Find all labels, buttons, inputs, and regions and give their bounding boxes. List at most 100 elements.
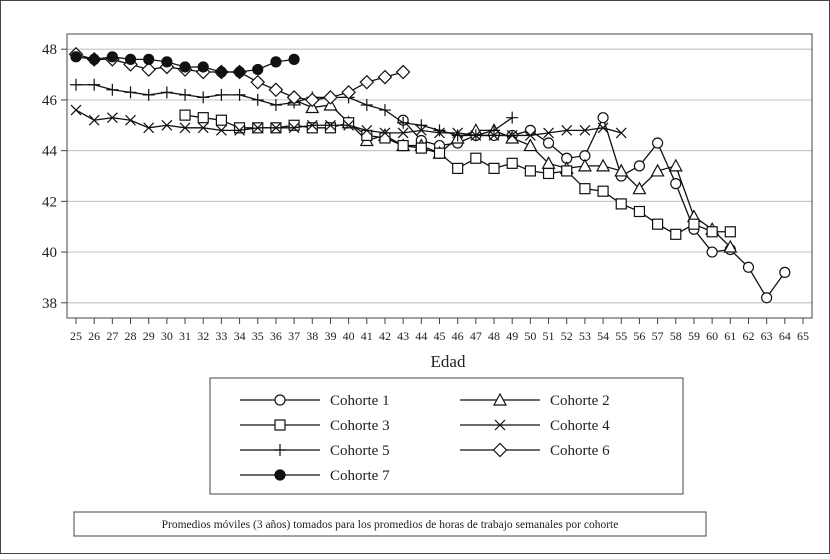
y-tick-label: 46 [42,93,58,109]
data-point [88,114,100,126]
data-point [269,99,282,111]
legend-item: Cohorte 3 [240,418,390,434]
data-point [341,84,356,100]
x-tick-label: 42 [379,329,391,343]
data-point [360,99,373,111]
data-point [542,137,555,149]
data-point [597,122,609,134]
data-point [179,61,191,73]
data-point [252,63,264,76]
x-tick-label: 56 [633,329,645,343]
data-point [397,116,410,129]
data-point [142,88,155,101]
series-line [402,115,786,299]
data-point [141,62,157,77]
x-tick-label: 64 [779,329,791,343]
data-point [143,122,155,134]
data-point [706,226,718,238]
y-tick-label: 44 [42,144,58,160]
legend-label: Cohorte 3 [330,418,390,434]
data-point [215,124,227,136]
data-point [488,162,500,174]
data-point [650,163,665,177]
legend-marker [492,442,508,458]
data-point [233,88,246,101]
data-point [143,53,155,65]
series-3 [179,109,736,240]
data-point [723,239,738,253]
x-tick-label: 53 [579,329,591,343]
data-point [215,66,227,78]
data-point [651,137,664,149]
data-point [234,124,245,136]
data-point [742,261,755,273]
legend-label: Cohorte 5 [330,443,390,459]
data-point [470,152,482,164]
x-tick-label: 38 [306,329,318,343]
x-tick-label: 37 [288,329,300,343]
data-point [270,56,282,68]
data-point [288,122,300,134]
data-point [523,138,538,152]
data-point [361,129,373,142]
data-point [397,127,409,139]
data-point [124,53,137,65]
data-point [106,83,119,96]
data-point [106,51,118,63]
legend-item: Cohorte 6 [460,442,610,459]
data-point [596,158,611,172]
data-point [361,124,373,136]
x-tick-label: 44 [415,329,427,343]
x-tick-label: 60 [706,329,718,343]
data-point [286,90,302,105]
data-point [359,74,375,90]
data-point [70,51,82,63]
data-point [197,122,209,134]
data-point [160,86,173,99]
data-point [106,112,118,124]
data-point [343,117,355,129]
x-tick-label: 58 [670,329,682,343]
series-7 [70,51,300,78]
data-point [70,104,82,116]
data-point [270,122,282,134]
data-point [88,78,101,91]
x-axis-label: Edad [431,352,466,371]
data-point [343,119,355,131]
data-point [577,158,592,172]
data-point [524,124,536,136]
data-point [306,122,318,134]
data-point [179,109,191,121]
data-point [88,53,100,65]
legend-item: Cohorte 1 [240,393,390,409]
data-point [197,91,210,104]
x-tick-label: 40 [343,329,355,343]
legend-label: Cohorte 7 [330,468,390,484]
x-tick-label: 32 [197,329,209,343]
data-point [304,92,320,108]
data-point [452,162,464,174]
data-point [325,119,336,131]
data-point [615,198,627,210]
data-point [542,167,555,180]
x-tick-label: 57 [652,329,664,343]
x-tick-label: 59 [688,329,700,343]
plot-area [68,46,791,304]
data-point [215,88,228,101]
legend-item: Cohorte 7 [240,468,390,484]
data-point [268,82,284,98]
x-tick-label: 47 [470,329,482,343]
data-point [197,112,209,124]
x-tick-label: 25 [70,329,82,343]
data-point [306,119,318,131]
data-point [779,266,791,278]
data-point [379,127,391,139]
data-point [668,158,683,172]
data-point [323,90,338,105]
data-point [288,53,300,65]
x-tick-label: 31 [179,329,191,343]
data-point [724,226,736,238]
y-tick-label: 40 [42,245,57,261]
data-point [670,178,682,190]
